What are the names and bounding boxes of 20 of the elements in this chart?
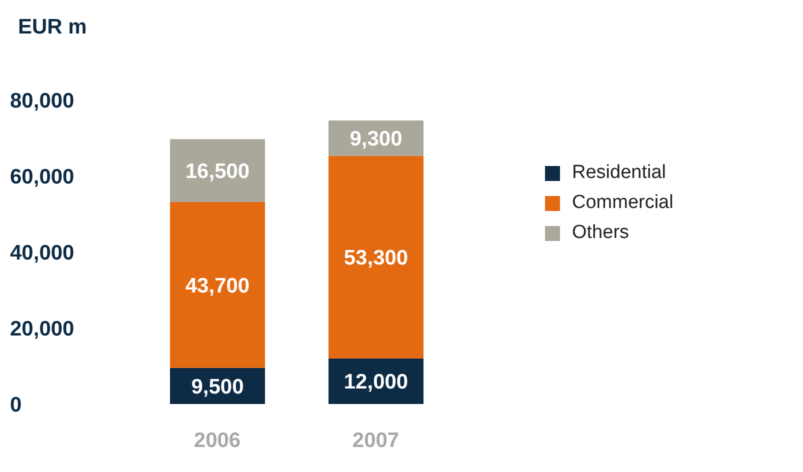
bar xyxy=(170,139,265,202)
y-tick-label: 60,000 xyxy=(10,165,74,188)
data-label: 9,500 xyxy=(191,375,244,398)
y-tick-label: 40,000 xyxy=(10,241,74,264)
x-tick-label: 2006 xyxy=(194,428,241,452)
data-label: 53,300 xyxy=(344,246,408,270)
legend-label: Residential xyxy=(572,162,666,183)
data-label: 16,500 xyxy=(185,160,250,183)
legend-label: Others xyxy=(572,222,630,243)
y-tick-label: 20,000 xyxy=(10,317,74,340)
y-tick-label: 80,000 xyxy=(10,89,74,112)
legend-label: Commercial xyxy=(572,192,674,213)
y-axis-title: EUR m xyxy=(18,16,87,39)
data-label: 9,300 xyxy=(350,128,402,151)
data-label: 43,700 xyxy=(185,274,250,298)
data-label: 12,000 xyxy=(344,370,408,394)
bar xyxy=(328,156,424,358)
y-tick-label: 0 xyxy=(10,393,22,416)
x-tick-label: 2007 xyxy=(352,428,400,452)
bar xyxy=(170,202,265,368)
